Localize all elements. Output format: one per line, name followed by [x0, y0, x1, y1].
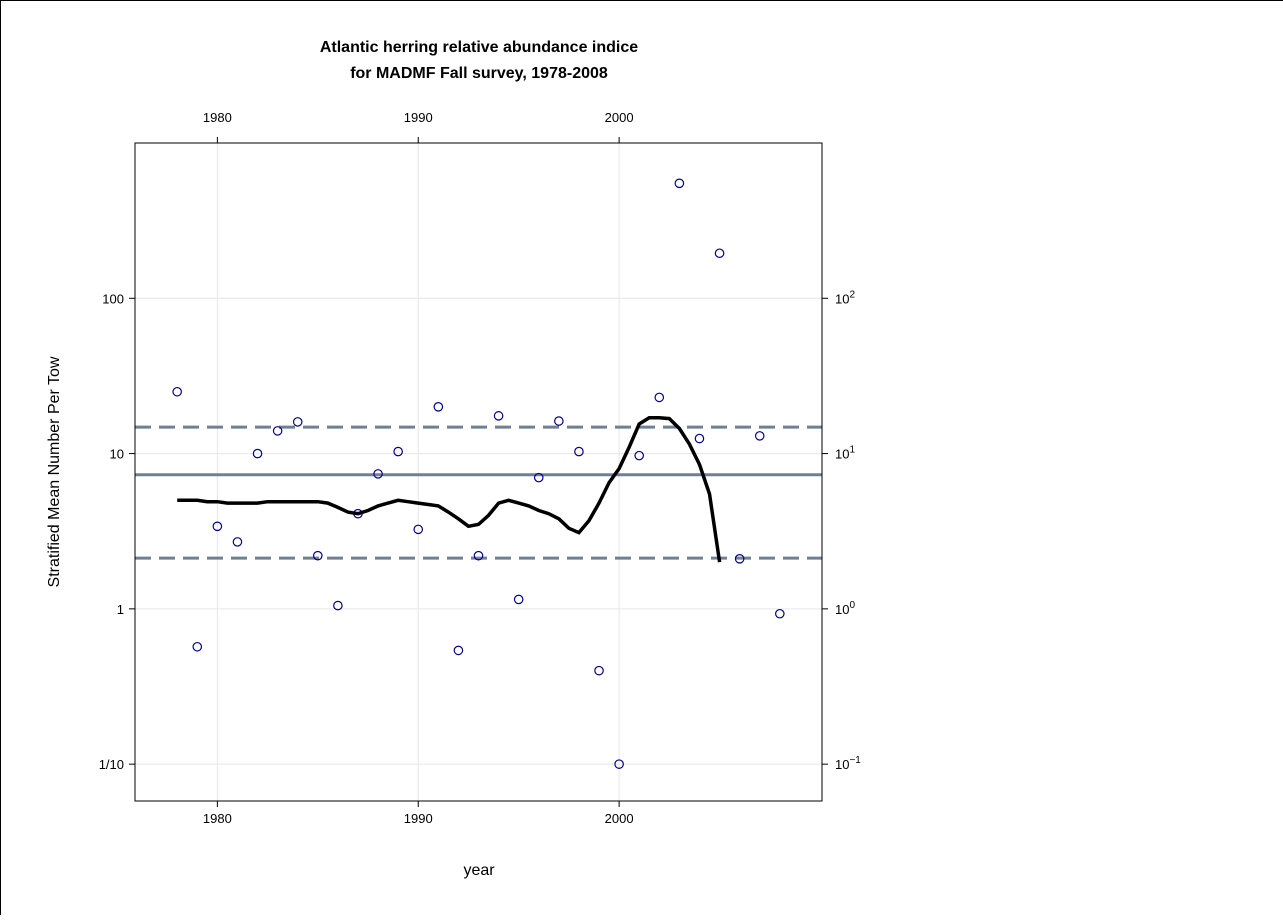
- data-point: [292, 417, 303, 427]
- data-point: [554, 416, 564, 426]
- data-point: [634, 450, 645, 461]
- data-point: [333, 600, 343, 611]
- x-tick-label: 2000: [605, 811, 634, 826]
- data-point: [574, 446, 584, 457]
- y-tick-label: 1: [117, 602, 124, 617]
- y-axis-left: 1/10 1 10 100: [99, 291, 135, 772]
- y-axis-right: 10−1 100 101 102: [822, 289, 861, 772]
- y-tick-label-right: 10−1: [835, 755, 861, 772]
- data-point: [533, 472, 544, 483]
- data-point: [393, 446, 403, 457]
- y-tick-label-right: 101: [835, 445, 855, 462]
- x-axis-top: 1980 1990 2000: [203, 110, 634, 143]
- data-point: [493, 411, 504, 421]
- y-tick-label: 10: [110, 447, 124, 462]
- data-point: [413, 524, 424, 535]
- data-point: [694, 433, 705, 444]
- data-point: [614, 759, 624, 769]
- x-tick-label: 1990: [404, 811, 433, 826]
- data-point: [312, 550, 323, 561]
- y-tick-label: 1/10: [99, 757, 124, 772]
- data-point: [433, 402, 444, 412]
- chart-title-line-2: for MADMF Fall survey, 1978-2008: [350, 65, 608, 82]
- data-point: [373, 469, 383, 479]
- x-tick-label-top: 1980: [203, 110, 232, 125]
- data-point: [674, 178, 685, 189]
- data-point: [453, 645, 464, 656]
- x-axis-bottom: 1980 1990 2000: [203, 801, 634, 826]
- x-tick-label-top: 1990: [404, 110, 433, 125]
- data-point: [172, 386, 182, 397]
- y-tick-label-right: 100: [835, 600, 855, 617]
- data-point: [775, 608, 785, 619]
- y-axis-label: Stratified Mean Number Per Tow: [46, 356, 63, 587]
- data-point: [232, 537, 243, 547]
- y-tick-label: 100: [102, 291, 124, 306]
- data-point: [272, 426, 283, 436]
- smooth-trend-line: [177, 416, 722, 563]
- y-tick-label-right: 102: [835, 289, 855, 306]
- data-point: [192, 641, 203, 652]
- data-point: [654, 392, 665, 403]
- data-point: [252, 448, 263, 459]
- data-point: [594, 665, 604, 676]
- plot-area-border: [134, 142, 823, 802]
- x-tick-label-top: 2000: [605, 110, 634, 125]
- data-point: [754, 431, 765, 441]
- data-point: [714, 248, 725, 259]
- data-point: [212, 521, 223, 532]
- grid: [135, 143, 822, 801]
- x-axis-label: year: [463, 862, 495, 879]
- reference-lines: [135, 425, 822, 560]
- x-tick-label: 1980: [203, 811, 232, 826]
- data-point: [734, 554, 745, 564]
- data-point: [513, 594, 524, 605]
- chart-title-line-1: Atlantic herring relative abundance indi…: [320, 39, 638, 56]
- data-points: [172, 178, 785, 769]
- data-point: [473, 550, 484, 561]
